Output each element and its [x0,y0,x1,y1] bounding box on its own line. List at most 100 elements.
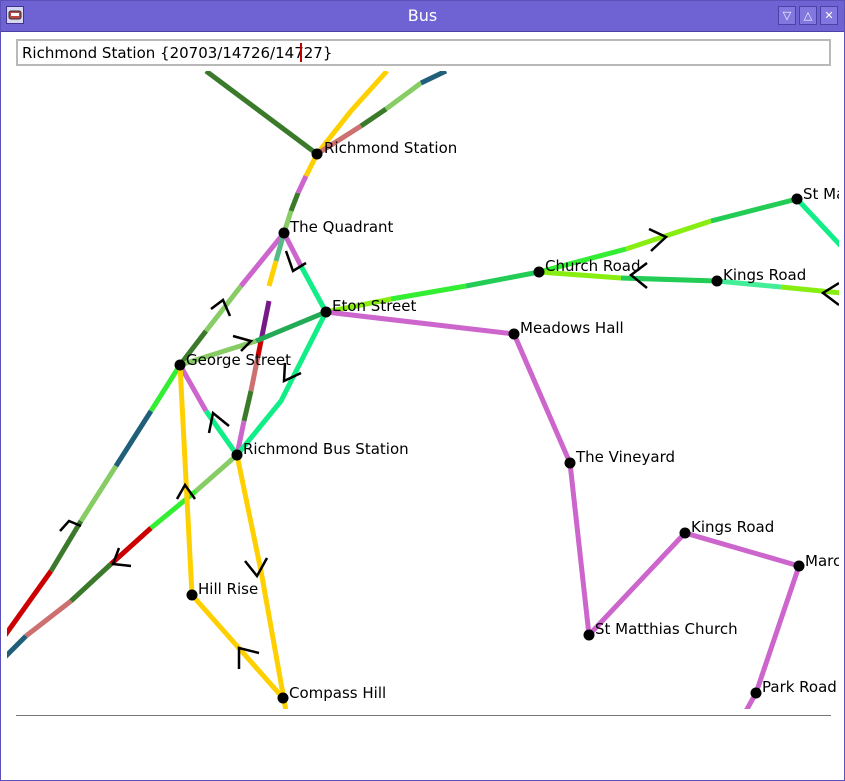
stop-label[interactable]: The Vineyard [575,448,675,466]
route-segment [113,409,154,468]
window-title: Bus [407,6,438,25]
direction-arrow-icon [210,298,232,317]
route-segment [109,526,153,566]
stop-label[interactable]: Kings Road [723,266,806,284]
route-segment [178,329,208,367]
route-segment [419,71,448,86]
route-segment [203,409,240,457]
stop-marker[interactable] [231,449,243,461]
route-segment [78,464,119,523]
stop-marker[interactable] [320,306,332,318]
stop-marker[interactable] [750,687,762,699]
direction-arrow-icon [628,262,648,289]
route-segment [315,71,389,156]
stop-label[interactable]: Compass Hill [289,684,386,702]
stop-marker[interactable] [791,193,803,205]
stop-label[interactable]: Marc [805,552,839,570]
stop-label[interactable]: Meadows Hall [520,319,624,337]
route-segment [24,599,73,638]
route-segment [288,192,301,212]
minimize-icon[interactable]: ▽ [778,6,796,25]
route-segment [295,174,309,195]
route-segment [325,296,392,315]
bus-route-map[interactable]: Richmond Station The Quadrant Eton Stree… [7,71,839,709]
route-segment [148,363,183,413]
route-segment [710,196,798,224]
direction-arrow-icon [820,281,839,306]
direction-arrow-icon [244,557,269,579]
stop-marker[interactable] [533,266,545,278]
route-segment [359,106,388,129]
stop-marker[interactable] [277,692,289,704]
stop-label[interactable]: Richmond Station [324,139,457,157]
route-map-svg[interactable]: Richmond Station The Quadrant Eton Stree… [7,71,839,709]
route-segment [258,300,272,342]
stop-marker[interactable] [278,227,290,239]
route-segment [266,260,279,287]
route-segment [255,340,264,357]
route-segment [7,634,28,659]
direction-arrow-icon [237,646,260,669]
route-segment [204,284,243,333]
direction-arrow-icon [59,519,82,532]
route-segment [235,310,329,457]
route-segment [204,71,319,157]
direction-arrow-icon [175,482,197,500]
status-area [16,721,831,771]
route-segment [795,197,839,248]
stop-search-input[interactable] [16,39,831,66]
stop-label[interactable]: Kings Road [691,518,774,536]
direction-arrow-icon [648,227,669,252]
stop-marker[interactable] [174,359,186,371]
stop-marker[interactable] [564,457,576,469]
route-segment [177,363,209,413]
maximize-icon[interactable]: △ [799,6,817,25]
route-segment [325,309,803,709]
route-segment [255,309,327,344]
stop-marker[interactable] [508,328,520,340]
route-segment [390,283,467,302]
route-segment [69,562,113,603]
route-segment [538,246,627,275]
direction-arrow-icon [282,362,302,384]
route-segment [384,80,423,112]
stop-label[interactable]: St Ma [803,185,839,203]
route-segment [7,569,54,637]
stop-label[interactable]: Hill Rise [198,580,258,598]
route-segment [780,284,839,296]
stop-marker[interactable] [793,560,805,572]
route-segment [239,231,286,288]
stop-label[interactable]: St Matthias Church [595,620,738,638]
route-segment [234,420,247,456]
route-segment [48,519,84,573]
route-segment [194,453,239,493]
route-segment [716,278,782,290]
stop-label[interactable]: The Quadrant [289,218,394,236]
stop-marker[interactable] [583,629,595,641]
route-segment [298,264,329,314]
stop-label[interactable]: George Street [186,351,291,369]
route-segment [281,231,304,268]
direction-arrow-icon [207,410,230,434]
stop-marker[interactable] [311,148,323,160]
stop-label[interactable]: Park Road [762,678,837,696]
route-segment [465,269,540,289]
route-segment [179,338,257,368]
stop-label[interactable]: Eton Street [332,297,417,315]
direction-arrow-icon [284,250,307,273]
status-separator [16,715,831,716]
text-caret [300,43,302,62]
route-segment [625,218,712,252]
stop-marker[interactable] [679,527,691,539]
close-icon[interactable]: ✕ [820,6,838,25]
title-bar[interactable]: Bus ▽ △ ✕ [1,1,844,32]
stop-label[interactable]: Church Road [545,257,641,275]
stop-marker[interactable] [711,275,723,287]
window-menu-icon[interactable] [6,6,24,24]
stop-label[interactable]: Richmond Bus Station [243,440,409,458]
direction-arrow-icon [232,334,254,352]
route-segment [315,123,363,157]
route-segment [538,269,622,281]
stop-marker[interactable] [186,589,198,601]
